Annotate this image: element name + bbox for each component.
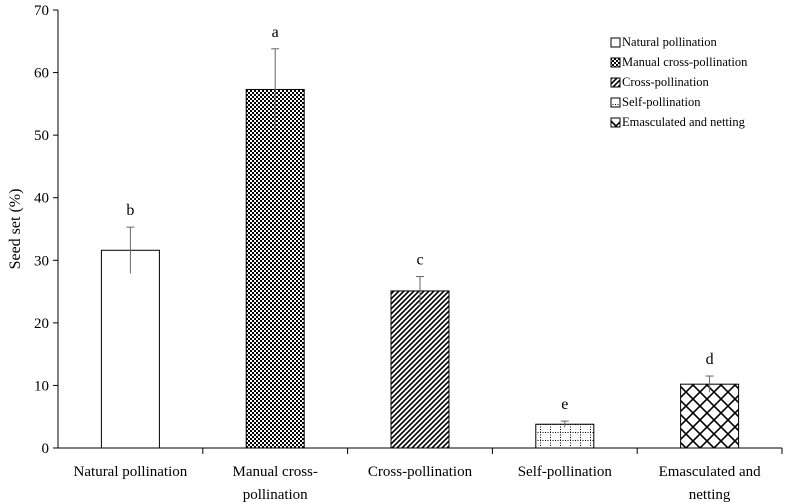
legend-swatch-1 [610,37,621,48]
y-tick-label: 70 [34,3,49,19]
category-label-line: netting [689,487,731,502]
legend-swatch-3 [610,77,621,88]
legend-label-1: Natural pollination [622,35,718,49]
y-tick-label: 20 [34,316,49,332]
legend-label-4: Self-pollination [622,95,701,109]
category-label-5: Emasculated and netting [659,464,762,502]
category-label-line: Cross-pollination [368,464,473,480]
y-axis-title: Seed set (%) [7,189,24,270]
bar-4 [535,423,595,449]
category-label-1: Natural pollination [74,464,188,480]
y-tick-label: 30 [34,253,49,269]
category-label-2: Manual cross-pollination [232,464,317,502]
y-tick-label: 40 [34,191,49,207]
legend-label-5: Emasculated and netting [622,115,746,129]
significance-label-3: c [416,252,423,269]
category-label-line: Emasculated and [659,464,762,480]
x-ticks [202,448,783,454]
legend: Natural pollination Manual cross-pollinat… [610,35,748,129]
category-label-3: Cross-pollination [368,464,473,480]
bar-1 [100,249,160,449]
legend-swatch-5 [610,117,621,128]
bar-5 [680,383,740,449]
significance-label-4: e [561,396,568,413]
significance-label-2: a [272,24,279,41]
category-label-line: Self-pollination [518,464,613,480]
significance-labels: b a c e d [126,24,713,413]
significance-label-1: b [126,202,134,219]
category-labels: Natural pollination Manual cross-pollinat… [74,464,762,502]
legend-swatch-4 [610,97,621,108]
bars [100,88,740,449]
y-tick-label: 60 [34,66,49,82]
legend-label-3: Cross-pollination [622,75,710,89]
category-label-line: pollination [243,487,308,502]
y-ticks: 0 10 20 30 40 50 60 70 [34,3,58,457]
category-label-line: Natural pollination [74,464,188,480]
y-tick-label: 10 [34,378,49,394]
error-bars [126,48,714,428]
y-tick-label: 50 [34,128,49,144]
legend-swatch-2 [610,57,621,68]
y-tick-label: 0 [42,441,50,457]
category-label-line: Manual cross- [232,464,317,480]
significance-label-5: d [706,351,714,368]
bar-2 [245,88,305,449]
category-label-4: Self-pollination [518,464,613,480]
bar-3 [390,290,450,449]
legend-label-2: Manual cross-pollination [622,55,748,69]
